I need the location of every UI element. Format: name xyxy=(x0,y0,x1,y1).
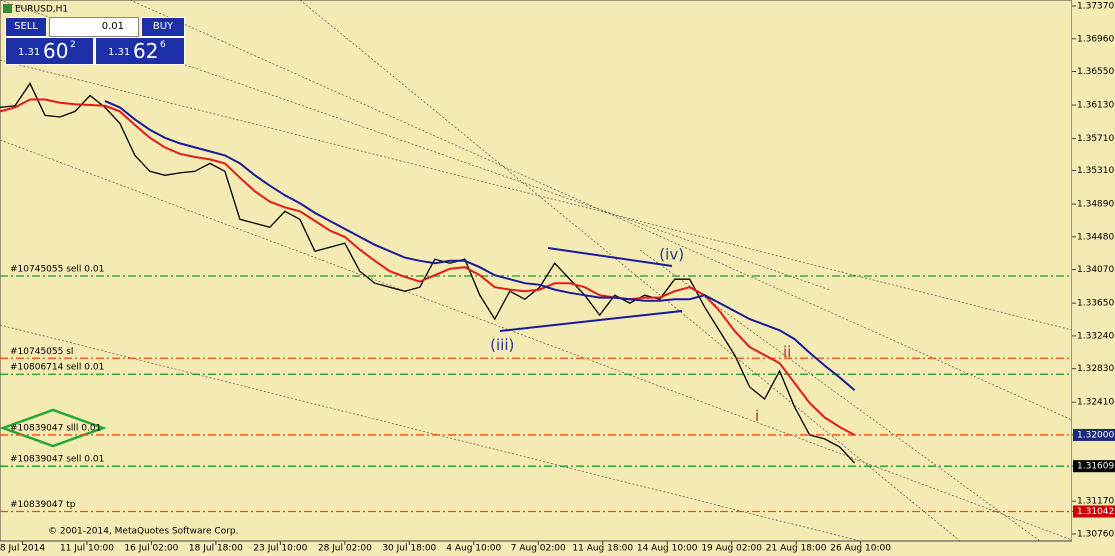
series-line xyxy=(0,98,856,436)
trade-panel: SELL 0.01 BUY 1.31 60 2 1.31 62 6 xyxy=(5,17,185,65)
sell-price[interactable]: 1.31 60 2 xyxy=(5,37,94,65)
y-tick-label: 1.34480 xyxy=(1077,232,1114,242)
y-tick-label: 1.34070 xyxy=(1077,265,1114,275)
sell-price-big: 60 xyxy=(43,39,69,63)
x-tick-label: 8 Jul 2014 xyxy=(0,544,45,554)
x-tick-label: 14 Aug 10:00 xyxy=(637,544,698,554)
x-tick-label: 18 Jul 18:00 xyxy=(189,544,243,554)
x-tick-label: 30 Jul 18:00 xyxy=(382,544,436,554)
y-tick-label: 1.36130 xyxy=(1077,101,1114,111)
series-line xyxy=(0,82,856,464)
sell-price-prefix: 1.31 xyxy=(18,47,41,58)
price-marker xyxy=(1073,460,1115,473)
y-tick-label: 1.31170 xyxy=(1077,497,1114,507)
trend-lines xyxy=(0,0,1073,542)
y-tick-label: 1.32410 xyxy=(1077,398,1114,408)
y-tick-label: 1.31609 xyxy=(1077,462,1114,472)
sell-button[interactable]: SELL xyxy=(5,17,47,37)
triangle-pattern xyxy=(499,247,683,332)
y-tick-label: 1.30760 xyxy=(1077,530,1114,540)
window-title: EURUSD,H1 xyxy=(15,5,68,15)
order-label: #10806714 sell 0.01 xyxy=(10,363,104,373)
lot-input[interactable]: 0.01 xyxy=(49,17,139,37)
buy-price-small: 6 xyxy=(160,40,166,50)
x-tick-label: 23 Jul 10:00 xyxy=(253,544,307,554)
series-line xyxy=(104,100,856,391)
order-label: #10839047 slll 0.01 xyxy=(10,423,101,433)
buy-button[interactable]: BUY xyxy=(141,17,185,37)
y-tick-label: 1.34890 xyxy=(1077,200,1114,210)
price-marker xyxy=(1073,428,1115,441)
price-axis xyxy=(1072,0,1115,556)
y-tick-label: 1.36960 xyxy=(1077,34,1114,44)
sell-price-small: 2 xyxy=(70,40,76,50)
buy-price-prefix: 1.31 xyxy=(108,47,131,58)
buy-price-big: 62 xyxy=(133,39,159,63)
y-tick-label: 1.35710 xyxy=(1077,134,1114,144)
y-tick-label: 1.35310 xyxy=(1077,166,1114,176)
plot-area xyxy=(0,0,1073,542)
order-label: #10745055 sl xyxy=(10,347,73,357)
y-tick-label: 1.33650 xyxy=(1077,299,1114,309)
order-label: #10839047 tp xyxy=(10,500,76,510)
wave-label: ii xyxy=(783,343,791,361)
x-tick-label: 16 Jul 02:00 xyxy=(124,544,178,554)
x-tick-label: 11 Aug 18:00 xyxy=(572,544,633,554)
y-tick-label: 1.36550 xyxy=(1077,67,1114,77)
x-tick-label: 19 Aug 02:00 xyxy=(701,544,762,554)
price-marker xyxy=(1073,505,1115,518)
order-label: #10745055 sell 0.01 xyxy=(10,264,104,274)
x-tick-label: 11 Jul 10:00 xyxy=(60,544,114,554)
y-tick-label: 1.31042 xyxy=(1077,507,1114,517)
x-tick-label: 26 Aug 10:00 xyxy=(830,544,891,554)
copyright: © 2001-2014, MetaQuotes Software Corp. xyxy=(48,527,239,537)
x-tick-label: 4 Aug 10:00 xyxy=(446,544,501,554)
y-tick-label: 1.32000 xyxy=(1077,430,1114,440)
x-tick-label: 7 Aug 02:00 xyxy=(511,544,566,554)
window-icon xyxy=(3,4,12,13)
wave-label: i xyxy=(755,407,759,425)
diamond-shape xyxy=(0,408,107,448)
wave-label: (iv) xyxy=(659,246,684,264)
y-tick-label: 1.33240 xyxy=(1077,331,1114,341)
x-tick-label: 21 Aug 18:00 xyxy=(766,544,827,554)
y-tick-label: 1.32830 xyxy=(1077,364,1114,374)
y-tick-label: 1.37370 xyxy=(1077,2,1114,12)
order-label: #10839047 sell 0.01 xyxy=(10,455,104,465)
wave-label: (iii) xyxy=(490,336,514,354)
x-tick-label: 28 Jul 02:00 xyxy=(318,544,372,554)
buy-price[interactable]: 1.31 62 6 xyxy=(95,37,185,65)
